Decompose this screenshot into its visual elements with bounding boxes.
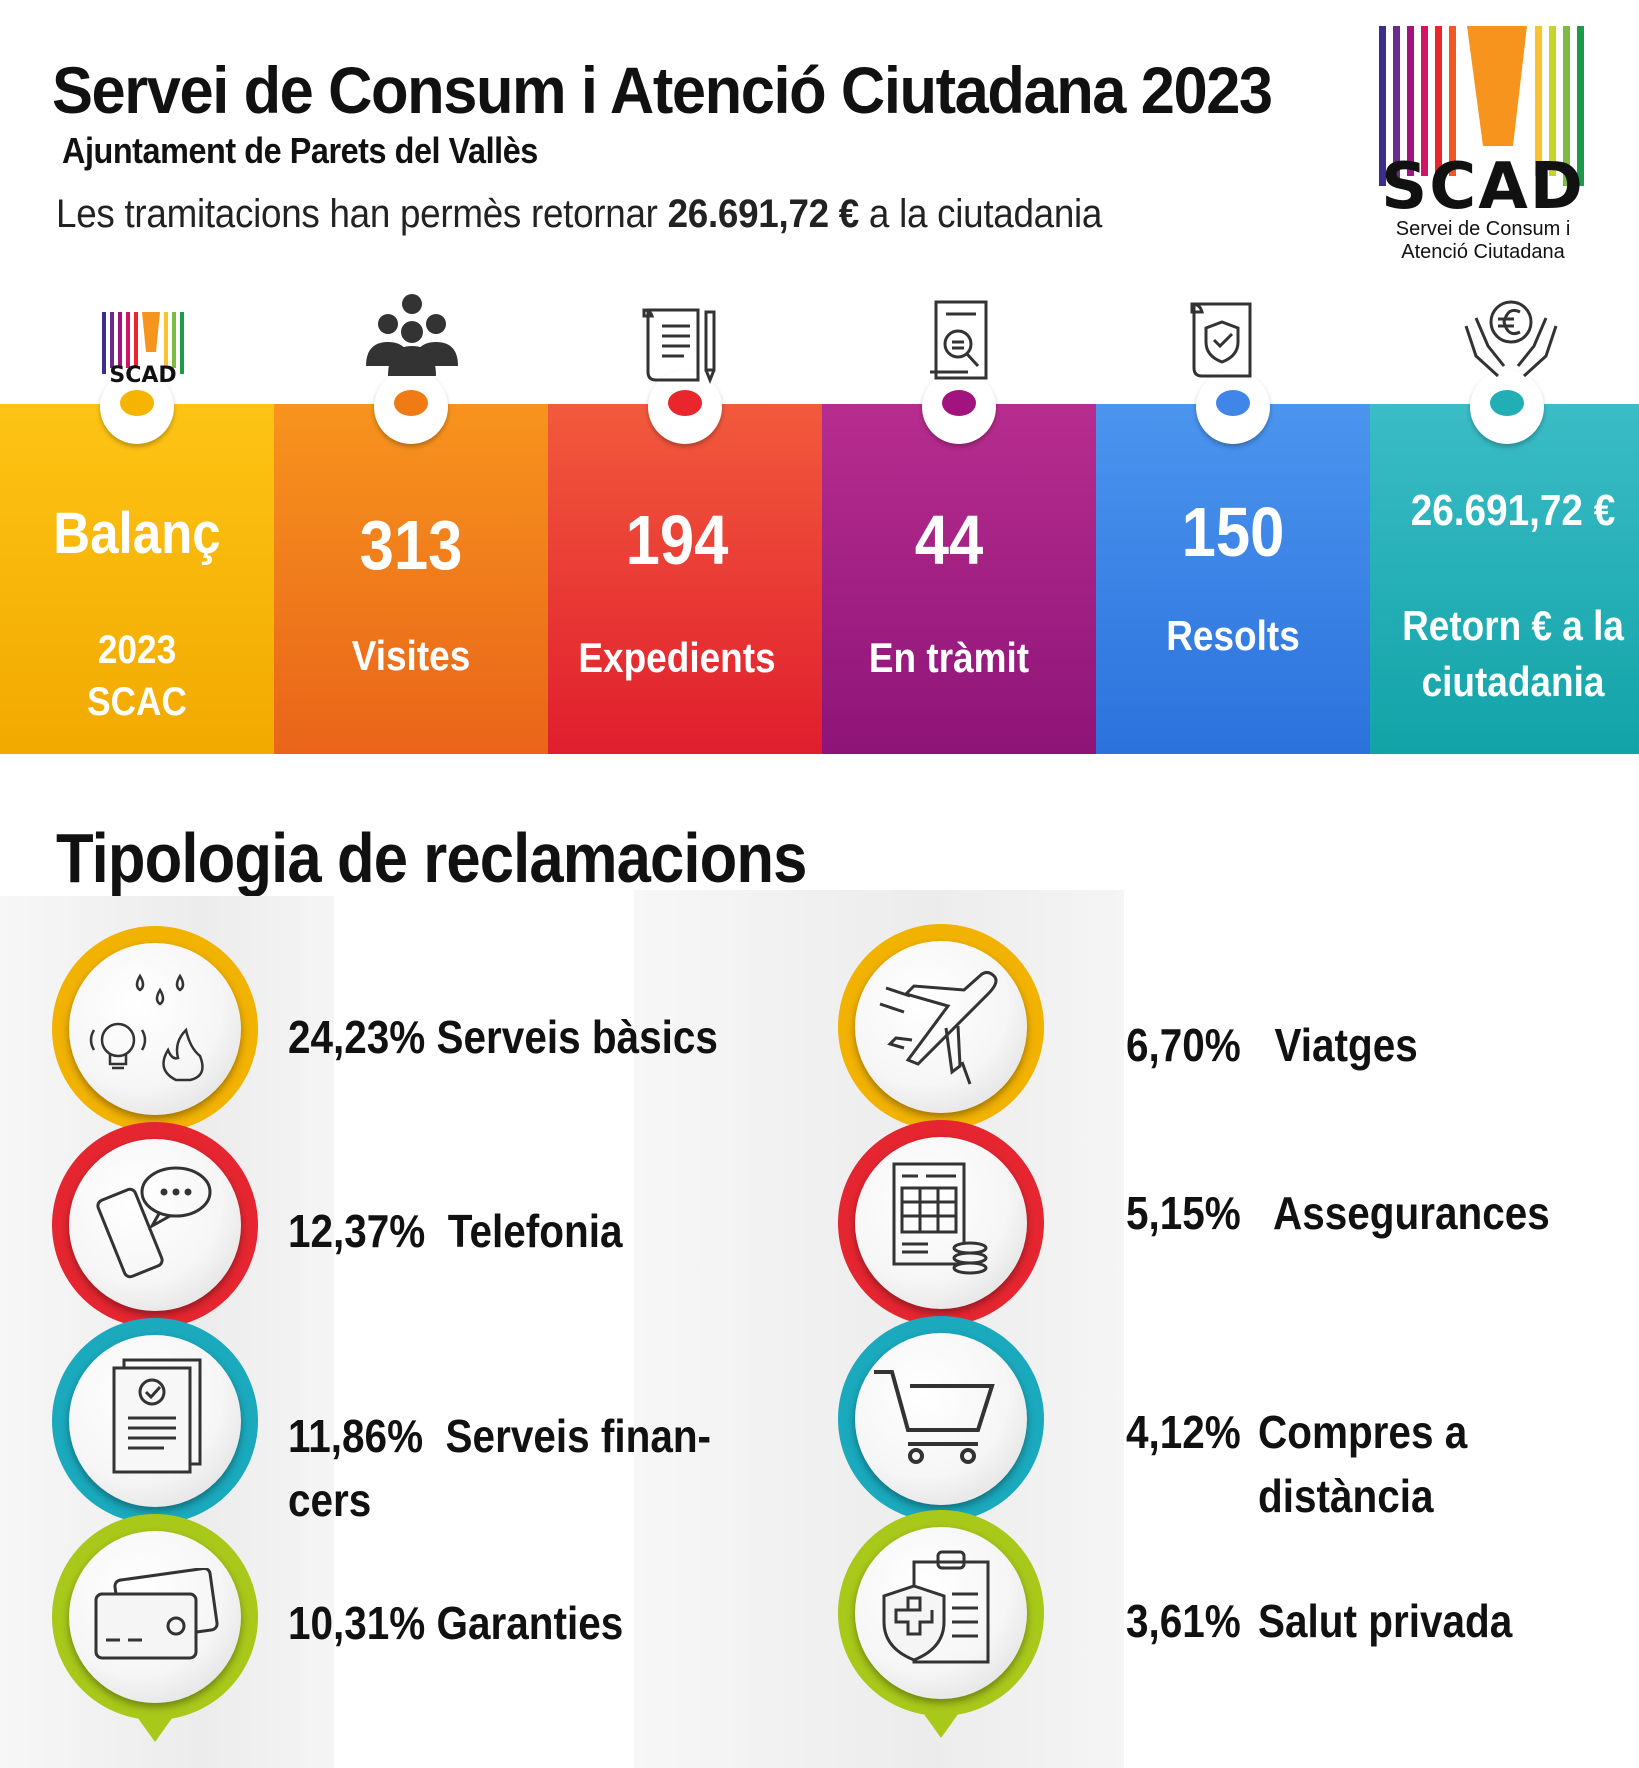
type-label: Salut privada	[1258, 1595, 1513, 1647]
type-percent: 6,70%	[1126, 1019, 1241, 1071]
section-title: Tipologia de reclamacions	[56, 819, 807, 897]
type-percent: 10,31%	[288, 1597, 426, 1649]
phone-chat-icon	[96, 1162, 216, 1282]
logo-text: SCAD	[1381, 150, 1585, 216]
stat-label-files: Expedients	[578, 634, 776, 681]
logo-caption-line1: Servei de Consum i	[1395, 218, 1571, 240]
stat-label-visits: Visites	[351, 632, 471, 679]
document-search-icon	[928, 300, 992, 382]
hands-euro-icon	[1462, 296, 1560, 382]
scad-logo: SCAD	[1375, 26, 1591, 266]
airplane-icon	[876, 968, 1006, 1088]
type-distance-purchases: 4,12% Compres a distància	[1126, 1400, 1467, 1528]
stat-dot-in-progress	[942, 390, 976, 416]
type-label: Viatges	[1274, 1019, 1418, 1071]
type-label: Garanties	[436, 1597, 624, 1649]
cards-icon	[90, 1568, 220, 1668]
stat-value-visits: 313	[359, 506, 463, 584]
utilities-icon	[84, 970, 214, 1090]
page-title: Servei de Consum i Atenció Ciutadana 202…	[52, 53, 1273, 127]
type-percent: 4,12%	[1126, 1406, 1241, 1458]
stat-label-balance-line1: 2023	[97, 628, 177, 672]
type-travel: 6,70% Viatges	[1126, 1018, 1418, 1072]
type-label: Telefonia	[447, 1205, 623, 1257]
people-icon	[362, 292, 462, 376]
summary-suffix: a la ciutadania	[868, 192, 1103, 236]
document-pen-icon	[640, 306, 726, 384]
stat-value-files: 194	[625, 501, 729, 579]
svg-text:SCAD: SCAD	[109, 363, 176, 386]
stat-label-balance-line2: SCAC	[87, 680, 187, 724]
type-label: Serveis bàsics	[436, 1011, 718, 1063]
stat-label-in-progress: En tràmit	[868, 634, 1030, 681]
type-telephony: 12,37% Telefonia	[288, 1204, 622, 1258]
type-label: Compres a	[1258, 1406, 1468, 1458]
type-label: Serveis finan-	[445, 1410, 712, 1462]
logo-caption: Servei de Consum i Atenció Ciutadana	[1370, 218, 1596, 264]
stat-dot-files	[668, 390, 702, 416]
scad-logo-icon: SCAD	[100, 312, 186, 386]
stat-column-resolved	[1096, 404, 1370, 754]
type-financial: 11,86% Serveis finan- cers	[288, 1404, 711, 1532]
type-percent: 24,23%	[288, 1011, 426, 1063]
financial-document-icon	[110, 1356, 206, 1476]
stat-dot-resolved	[1216, 390, 1250, 416]
summary-amount: 26.691,72 €	[667, 192, 860, 236]
type-insurance: 5,15% Assegurances	[1126, 1186, 1550, 1240]
stat-column-visits	[274, 404, 548, 754]
summary-prefix: Les tramitacions han permès retornar	[56, 192, 658, 236]
stat-value-in-progress: 44	[914, 501, 984, 579]
shopping-cart-icon	[870, 1366, 1000, 1466]
stat-column-files	[548, 404, 822, 754]
type-percent: 5,15%	[1126, 1187, 1241, 1239]
stat-column-return	[1370, 404, 1639, 754]
stat-column-balance	[0, 404, 274, 754]
type-guarantees: 10,31% Garanties	[288, 1596, 623, 1650]
stat-dot-return	[1490, 390, 1524, 416]
stat-label-return: Retorn € a la ciutadania	[1392, 598, 1633, 710]
type-percent: 3,61%	[1126, 1595, 1241, 1647]
stat-label-return-line2: ciutadania	[1421, 658, 1605, 705]
type-percent: 12,37%	[288, 1205, 426, 1257]
type-label-line2: cers	[288, 1474, 372, 1526]
stat-dot-visits	[394, 390, 428, 416]
stat-dot-balance	[120, 390, 154, 416]
type-ring-basic-services	[52, 926, 258, 1154]
type-ring-insurance	[838, 1120, 1044, 1348]
summary-text: Les tramitacions han permès retornar 26.…	[56, 192, 1102, 237]
document-shield-icon	[1190, 300, 1260, 380]
page-subtitle: Ajuntament de Parets del Vallès	[62, 130, 538, 171]
type-basic-services: 24,23% Serveis bàsics	[288, 1010, 718, 1064]
stat-value-resolved: 150	[1181, 493, 1285, 571]
logo-caption-line2: Atenció Ciutadana	[1401, 241, 1565, 263]
type-label: Assegurances	[1273, 1187, 1550, 1239]
stat-label-return-line1: Retorn € a la	[1402, 602, 1624, 649]
stat-value-balance: Balanç	[53, 501, 221, 566]
type-percent: 11,86%	[288, 1410, 424, 1462]
health-clipboard-icon	[880, 1546, 1000, 1676]
stat-label-resolved: Resolts	[1166, 612, 1300, 659]
stat-label-balance: 2023 SCAC	[16, 624, 257, 728]
stat-column-in-progress	[822, 404, 1096, 754]
stat-value-return: 26.691,72 €	[1410, 486, 1616, 535]
type-label-line2: distància	[1258, 1470, 1434, 1522]
type-private-health: 3,61% Salut privada	[1126, 1594, 1512, 1648]
invoice-coins-icon	[888, 1160, 998, 1280]
